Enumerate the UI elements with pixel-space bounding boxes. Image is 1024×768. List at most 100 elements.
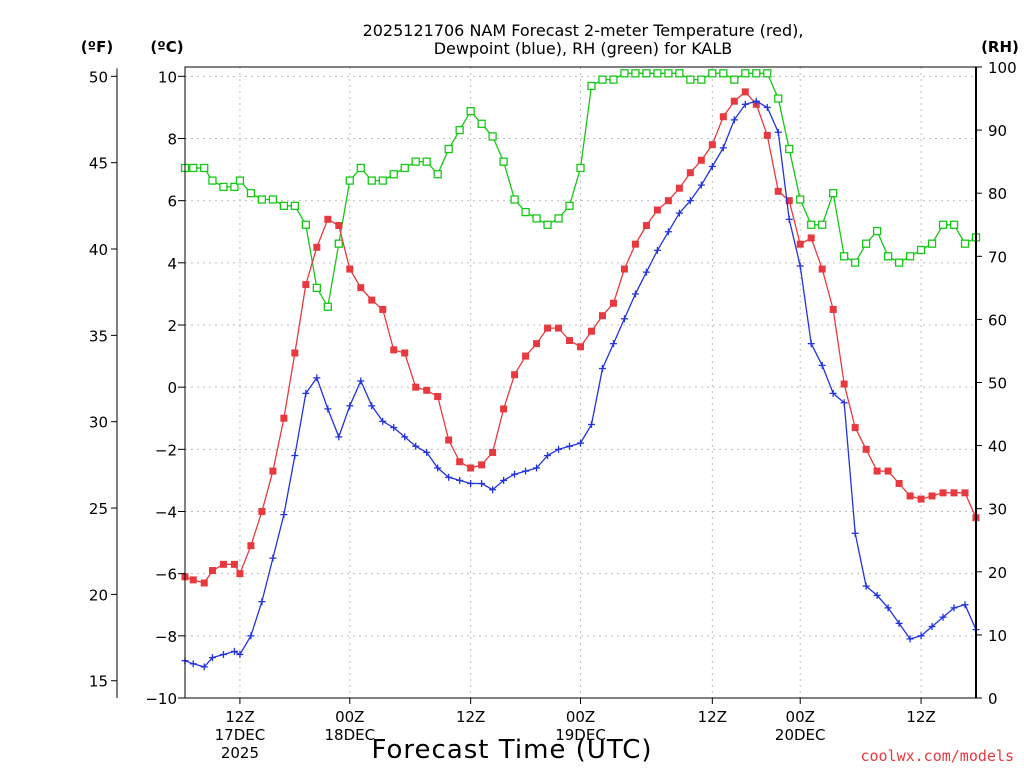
data-point: [785, 197, 793, 205]
data-point: [280, 511, 288, 519]
data-point: [389, 170, 398, 179]
data-point: [390, 424, 398, 432]
data-point: [950, 489, 958, 497]
data-point: [219, 560, 227, 568]
celsius-tick-label: 2: [167, 317, 177, 335]
data-point: [433, 170, 442, 179]
celsius-tick-label: −10: [145, 690, 177, 708]
data-point: [200, 663, 208, 671]
data-point: [796, 262, 804, 270]
rh-tick-label: 40: [988, 438, 1007, 456]
data-point: [577, 343, 584, 351]
x-axis-label: Forecast Time (UTC): [371, 735, 652, 765]
data-point: [455, 125, 464, 135]
series-dewpoint: [181, 97, 980, 671]
data-point: [219, 182, 228, 192]
data-point: [434, 392, 442, 400]
data-point: [818, 265, 826, 273]
data-point: [423, 386, 431, 394]
data-point: [356, 163, 365, 173]
data-point: [200, 163, 209, 173]
data-point: [807, 220, 816, 229]
data-point: [434, 464, 442, 472]
data-point: [939, 489, 947, 497]
x-tick-label: 17DEC: [215, 726, 266, 744]
x-tick-label: 12Z: [456, 708, 485, 726]
data-point: [401, 433, 409, 441]
data-point: [598, 312, 606, 320]
data-point: [840, 399, 848, 407]
data-point: [357, 284, 365, 292]
fahrenheit-tick-label: 40: [89, 241, 108, 259]
data-point: [598, 75, 607, 84]
data-point: [774, 94, 783, 103]
data-point: [189, 163, 198, 173]
data-point: [587, 327, 595, 335]
data-point: [411, 157, 420, 166]
data-point: [642, 222, 650, 230]
fahrenheit-tick-label: 15: [89, 673, 108, 691]
fahrenheit-tick-label: 35: [89, 327, 108, 345]
data-point: [609, 75, 618, 84]
data-point: [334, 239, 343, 248]
data-point: [208, 567, 216, 575]
data-point: [895, 480, 903, 488]
data-point: [796, 240, 804, 248]
data-point: [422, 157, 431, 166]
rh-tick-label: 20: [988, 564, 1007, 582]
data-point: [752, 97, 760, 105]
data-point: [894, 258, 904, 267]
x-tick-label: 2025: [221, 744, 259, 762]
data-point: [587, 420, 595, 428]
x-tick-label: 20DEC: [775, 726, 826, 744]
data-point: [862, 582, 870, 590]
data-point: [302, 281, 310, 289]
data-point: [258, 598, 266, 606]
data-point: [829, 305, 837, 313]
data-point: [631, 240, 639, 248]
rh-tick-label: 60: [988, 311, 1007, 329]
x-tick-label: 19DEC: [555, 726, 606, 744]
data-point: [719, 113, 727, 121]
celsius-tick-label: 6: [167, 193, 177, 211]
grid-lines: [185, 67, 976, 699]
data-point: [763, 103, 771, 111]
data-point: [269, 554, 277, 562]
data-point: [554, 214, 563, 223]
rh-tick-label: 10: [988, 627, 1007, 645]
data-point: [290, 201, 300, 210]
rh-tick-label: 0: [988, 690, 998, 708]
data-point: [598, 365, 606, 373]
data-point: [235, 176, 245, 185]
data-point: [489, 448, 497, 456]
data-point: [861, 239, 871, 248]
data-point: [313, 374, 321, 382]
data-point: [533, 340, 541, 348]
data-point: [697, 156, 705, 164]
data-point: [576, 163, 585, 173]
data-point: [939, 613, 947, 621]
data-point: [708, 141, 716, 149]
data-point: [697, 75, 706, 84]
data-point: [763, 131, 771, 139]
data-point: [301, 220, 310, 229]
rh-tick-label: 90: [988, 122, 1007, 140]
data-point: [533, 464, 541, 472]
data-point: [906, 635, 914, 643]
data-point: [872, 226, 882, 236]
data-point: [928, 623, 936, 631]
data-point: [840, 252, 849, 261]
data-point: [763, 69, 772, 78]
data-point: [566, 337, 574, 345]
data-point: [257, 195, 267, 204]
data-point: [230, 560, 238, 568]
rh-tick-label: 30: [988, 501, 1007, 519]
series-line: [184, 90, 977, 584]
axes: −10−8−6−4−202468101520253035404550010203…: [89, 59, 1017, 762]
series-layer: [180, 69, 981, 671]
x-tick-label: 18DEC: [324, 726, 375, 744]
rh-tick-label: 80: [988, 185, 1007, 203]
rh-tick-label: 70: [988, 248, 1007, 266]
data-point: [752, 69, 761, 78]
data-point: [938, 220, 948, 229]
